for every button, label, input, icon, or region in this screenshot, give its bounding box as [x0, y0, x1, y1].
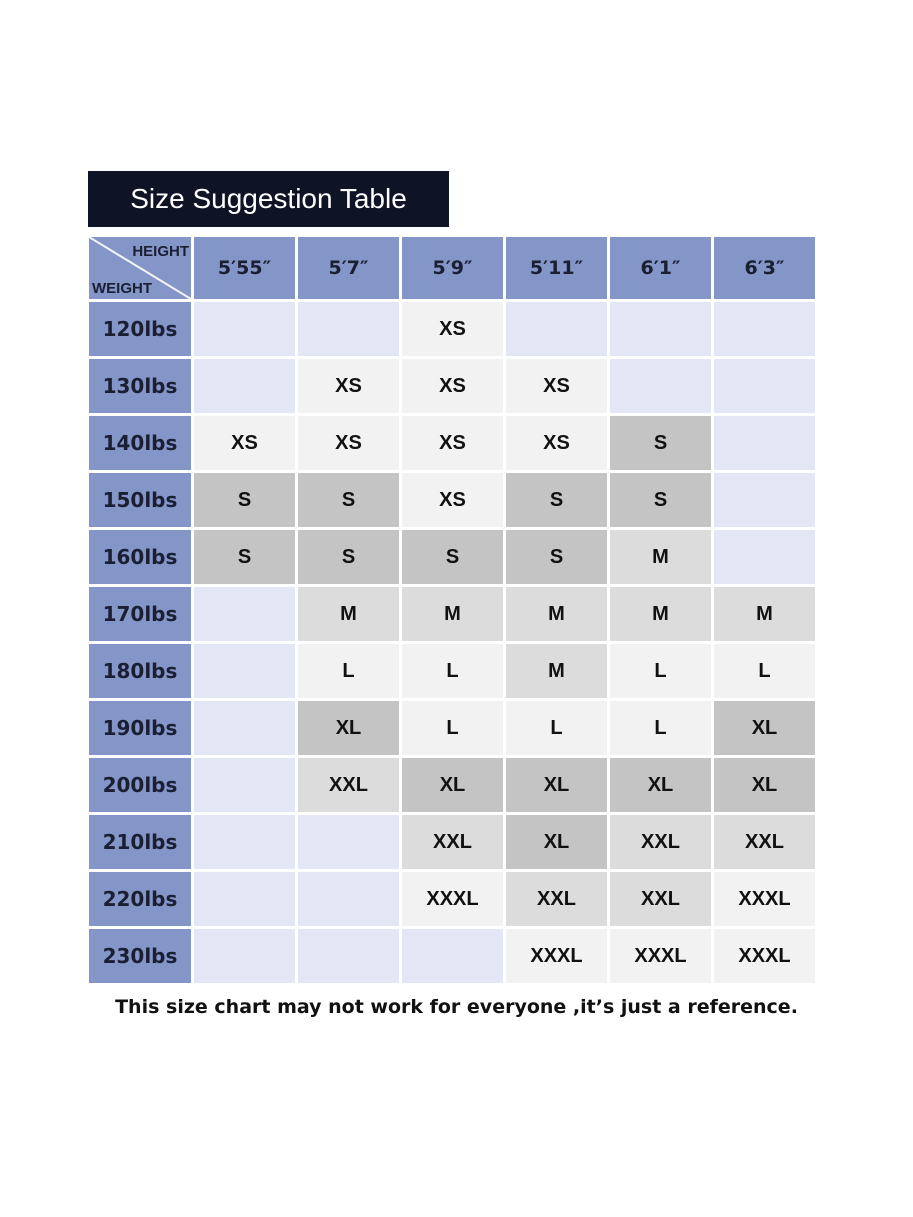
size-cell: [402, 929, 503, 983]
size-cell: L: [610, 701, 711, 755]
size-cell: [298, 815, 399, 869]
size-cell: L: [610, 644, 711, 698]
size-cell: XL: [714, 701, 815, 755]
size-cell: S: [610, 473, 711, 527]
weight-header: 180lbs: [89, 644, 191, 698]
size-cell: XL: [402, 758, 503, 812]
size-cell: M: [714, 587, 815, 641]
size-cell: XXL: [402, 815, 503, 869]
size-cell: [194, 758, 295, 812]
weight-header: 160lbs: [89, 530, 191, 584]
size-cell: XXXL: [714, 929, 815, 983]
size-cell: [194, 587, 295, 641]
size-cell: L: [298, 644, 399, 698]
table-title: Size Suggestion Table: [88, 171, 449, 227]
size-cell: XS: [298, 416, 399, 470]
height-label: HEIGHT: [132, 243, 189, 260]
weight-header: 130lbs: [89, 359, 191, 413]
size-cell: XL: [714, 758, 815, 812]
weight-header: 190lbs: [89, 701, 191, 755]
size-cell: XL: [610, 758, 711, 812]
size-cell: XL: [506, 815, 607, 869]
size-cell: [298, 929, 399, 983]
height-header: 6′1″: [610, 237, 711, 299]
size-cell: XXXL: [610, 929, 711, 983]
size-cell: S: [506, 473, 607, 527]
size-cell: [714, 359, 815, 413]
size-cell: [194, 929, 295, 983]
size-cell: [506, 302, 607, 356]
height-header: 5′11″: [506, 237, 607, 299]
size-cell: [610, 302, 711, 356]
height-header: 6′3″: [714, 237, 815, 299]
size-cell: XXL: [714, 815, 815, 869]
size-cell: M: [298, 587, 399, 641]
size-cell: S: [506, 530, 607, 584]
size-cell: M: [402, 587, 503, 641]
weight-header: 200lbs: [89, 758, 191, 812]
size-cell: [714, 302, 815, 356]
size-cell: L: [714, 644, 815, 698]
size-cell: M: [610, 530, 711, 584]
size-cell: [194, 701, 295, 755]
corner-header: HEIGHT WEIGHT: [89, 237, 191, 299]
size-cell: [298, 302, 399, 356]
weight-label: WEIGHT: [92, 280, 152, 297]
size-cell: XXL: [610, 815, 711, 869]
size-cell: XS: [506, 416, 607, 470]
size-cell: XXXL: [506, 929, 607, 983]
weight-header: 230lbs: [89, 929, 191, 983]
size-cell: XXL: [298, 758, 399, 812]
height-header: 5′7″: [298, 237, 399, 299]
size-cell: S: [194, 473, 295, 527]
size-cell: [194, 815, 295, 869]
disclaimer-note: This size chart may not work for everyon…: [115, 996, 798, 1018]
size-cell: XS: [402, 473, 503, 527]
size-cell: XS: [298, 359, 399, 413]
size-cell: XS: [402, 302, 503, 356]
size-cell: [298, 872, 399, 926]
size-cell: M: [506, 644, 607, 698]
size-cell: [610, 359, 711, 413]
size-cell: XXXL: [714, 872, 815, 926]
size-cell: M: [610, 587, 711, 641]
size-cell: S: [298, 530, 399, 584]
size-cell: M: [506, 587, 607, 641]
weight-header: 140lbs: [89, 416, 191, 470]
size-cell: [194, 644, 295, 698]
size-cell: [714, 416, 815, 470]
size-cell: XS: [402, 359, 503, 413]
size-cell: XXL: [506, 872, 607, 926]
size-cell: L: [402, 644, 503, 698]
weight-header: 210lbs: [89, 815, 191, 869]
weight-header: 220lbs: [89, 872, 191, 926]
size-cell: [714, 530, 815, 584]
weight-header: 170lbs: [89, 587, 191, 641]
size-table: HEIGHT WEIGHT 5′55″ 5′7″ 5′9″ 5′11″ 6′1″ 6′3″…: [89, 237, 815, 983]
height-header: 5′55″: [194, 237, 295, 299]
size-cell: S: [610, 416, 711, 470]
diagonal-divider: [89, 237, 191, 299]
size-cell: [194, 359, 295, 413]
size-cell: S: [402, 530, 503, 584]
size-cell: S: [298, 473, 399, 527]
size-cell: L: [402, 701, 503, 755]
size-cell: [194, 302, 295, 356]
size-cell: XS: [194, 416, 295, 470]
weight-header: 120lbs: [89, 302, 191, 356]
height-header: 5′9″: [402, 237, 503, 299]
size-cell: XS: [506, 359, 607, 413]
size-cell: XS: [402, 416, 503, 470]
size-cell: S: [194, 530, 295, 584]
size-cell: [714, 473, 815, 527]
size-cell: XL: [506, 758, 607, 812]
size-cell: L: [506, 701, 607, 755]
size-cell: XL: [298, 701, 399, 755]
weight-header: 150lbs: [89, 473, 191, 527]
size-cell: XXXL: [402, 872, 503, 926]
size-cell: [194, 872, 295, 926]
size-cell: XXL: [610, 872, 711, 926]
